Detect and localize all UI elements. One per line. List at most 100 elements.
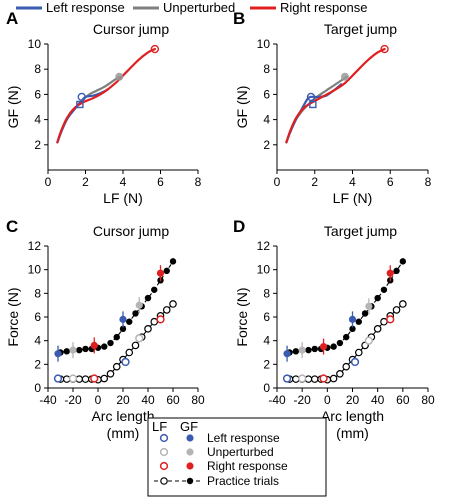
- data-point: [343, 333, 350, 341]
- y-tick-label: 6: [263, 310, 270, 324]
- x-tick-label: 60: [396, 393, 410, 407]
- legend-item: Left response: [16, 0, 125, 15]
- data-point: [355, 318, 362, 325]
- y-tick-label: 4: [263, 113, 270, 127]
- x-tick-label: -20: [293, 393, 311, 407]
- panel-title: Target jump: [324, 21, 397, 37]
- data-point: [90, 341, 98, 349]
- data-point: [305, 346, 312, 354]
- data-point: [101, 343, 108, 350]
- y-tick-label: 8: [263, 62, 270, 76]
- data-point: [392, 306, 401, 314]
- data-point: [90, 374, 99, 383]
- data-point: [365, 302, 373, 310]
- series-line: [285, 83, 343, 144]
- data-point: [69, 346, 77, 354]
- series-line: [285, 47, 386, 144]
- panel-letter: A: [6, 9, 18, 28]
- data-point: [68, 374, 78, 383]
- y-tick-label: 10: [257, 263, 271, 277]
- panel-title: Cursor jump: [93, 223, 169, 239]
- data-point: [348, 315, 357, 323]
- data-point: [380, 44, 389, 54]
- data-point: [169, 300, 177, 308]
- data-point: [399, 300, 407, 308]
- data-point: [329, 374, 338, 383]
- x-tick-label: 2: [82, 175, 89, 189]
- data-point: [340, 72, 349, 81]
- legend-label: Left response: [207, 431, 280, 445]
- legend-gf-marker: [186, 448, 194, 456]
- data-point: [283, 350, 291, 358]
- data-point: [81, 375, 90, 383]
- legend-gf-marker: [186, 434, 194, 442]
- data-point: [100, 374, 109, 383]
- data-point: [82, 345, 89, 353]
- data-point: [336, 369, 344, 378]
- data-point: [336, 339, 344, 347]
- x-axis-label: Arc length (mm): [91, 408, 154, 441]
- legend-label: Right response: [207, 459, 288, 473]
- x-tick-label: 20: [346, 393, 360, 407]
- x-tick-label: -20: [64, 393, 82, 407]
- x-tick-label: 20: [116, 393, 130, 407]
- x-tick-label: 0: [274, 175, 281, 189]
- legend-lf-marker: [159, 461, 169, 471]
- data-point: [135, 334, 144, 343]
- data-point: [54, 350, 62, 358]
- y-tick-label: 8: [263, 286, 270, 300]
- y-tick-label: 6: [34, 87, 41, 101]
- y-tick-label: 2: [34, 357, 41, 371]
- x-tick-label: 0: [324, 393, 331, 407]
- legend-lf-marker: [159, 433, 169, 443]
- data-point: [386, 315, 395, 324]
- data-point: [319, 374, 328, 383]
- data-point: [132, 310, 139, 317]
- data-point: [106, 369, 115, 378]
- data-point: [112, 362, 121, 371]
- x-tick-label: 40: [141, 393, 155, 407]
- legend-label: Unperturbed: [163, 0, 235, 15]
- legend-gf-marker: [186, 477, 194, 485]
- legend-gf-marker: [186, 462, 194, 470]
- panel-title: Target jump: [324, 223, 397, 239]
- y-axis-label: Force (N): [234, 287, 250, 346]
- data-point: [162, 306, 171, 314]
- x-tick-label: -40: [268, 393, 286, 407]
- data-point: [115, 72, 124, 81]
- x-tick-label: 4: [349, 175, 356, 189]
- x-axis-label: LF (N): [333, 190, 373, 206]
- y-tick-label: 8: [34, 286, 41, 300]
- legend-label: Unperturbed: [207, 445, 274, 459]
- panel-a: A Cursor jump 0 2 4 6 8 2 4 6 8 10 LF (N) GF (N): [5, 9, 202, 206]
- panel-b: B Target jump 0 2 4 6 8 2 4 6 8 10 LF (N) GF (N): [233, 9, 432, 206]
- data-point: [119, 325, 127, 333]
- x-tick-label: 2: [311, 175, 318, 189]
- y-axis-label: GF (N): [234, 86, 250, 129]
- data-point: [330, 343, 337, 350]
- x-tick-label: 8: [425, 175, 432, 189]
- data-point: [306, 92, 316, 102]
- y-tick-label: 6: [263, 87, 270, 101]
- panel-letter: B: [233, 9, 245, 28]
- data-point: [77, 92, 86, 102]
- legend-lf-marker: [159, 447, 169, 457]
- x-axis-label: Arc length (mm): [321, 408, 384, 441]
- legend-row: Unperturbed: [159, 445, 274, 459]
- x-tick-label: 60: [166, 393, 180, 407]
- data-point: [349, 325, 356, 333]
- data-point: [350, 357, 360, 367]
- data-point: [319, 342, 328, 351]
- data-point: [282, 374, 292, 383]
- panel-c: C Cursor jump -40 -20 0 20 40 60 80 0 2 4 6 8 10 12 Arc …: [5, 217, 205, 441]
- data-point: [311, 345, 318, 353]
- x-tick-label: 6: [157, 175, 164, 189]
- legend-row: Left response: [159, 431, 280, 445]
- legend-header-gf: GF: [180, 419, 198, 434]
- data-point: [298, 346, 306, 354]
- x-axis-label-line: LF (N): [103, 190, 143, 206]
- y-axis-label: GF (N): [5, 86, 21, 129]
- panel-letter: C: [6, 217, 18, 236]
- data-point: [386, 269, 394, 277]
